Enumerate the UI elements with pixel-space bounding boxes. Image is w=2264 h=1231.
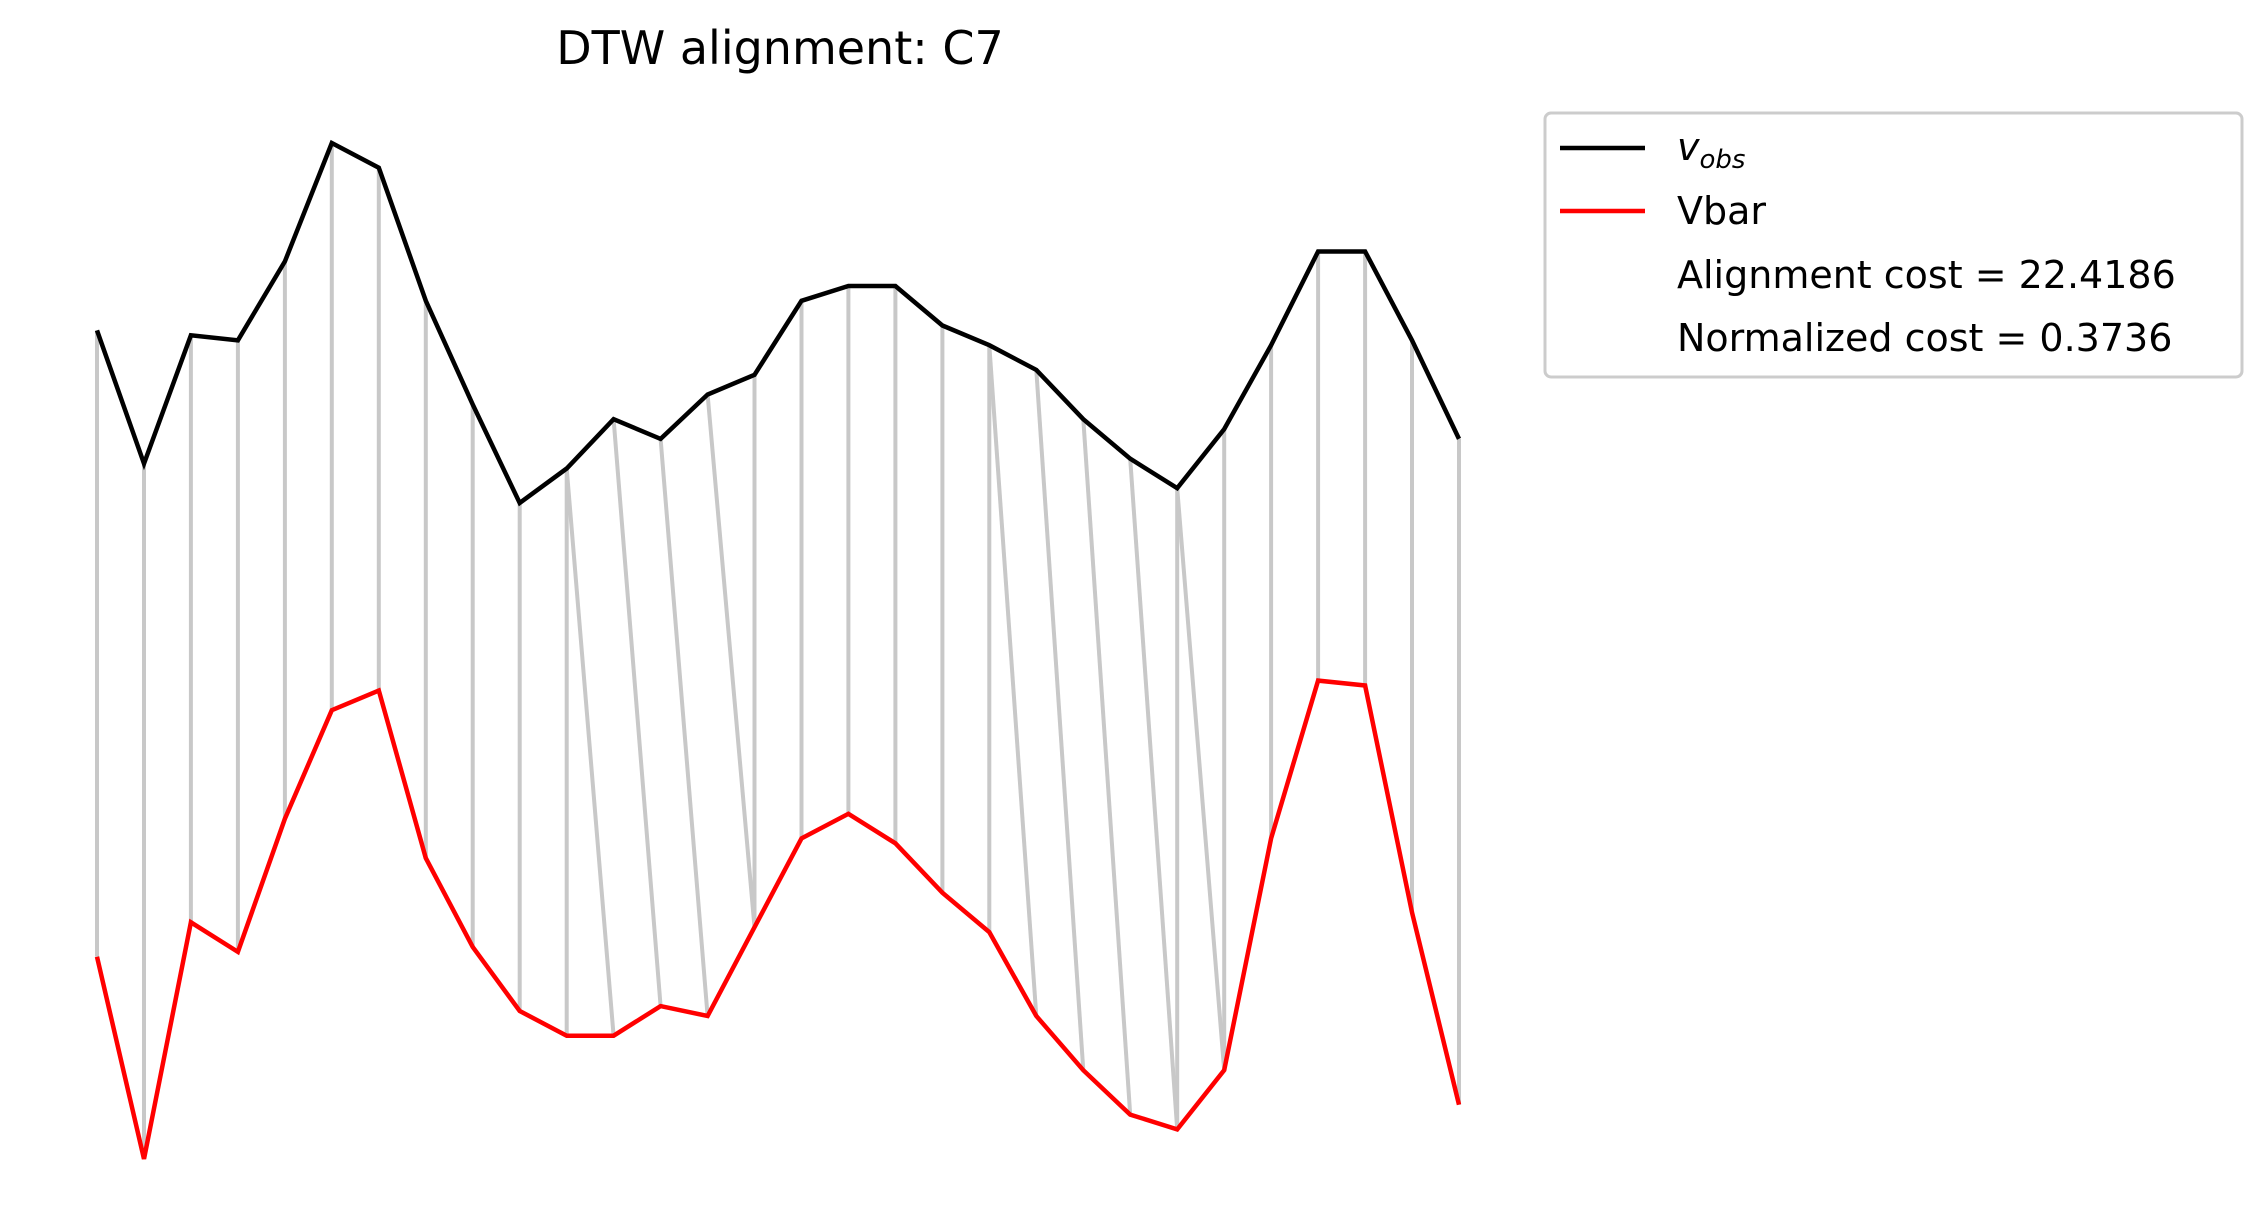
- legend-label-v-obs-sub: obs: [1700, 145, 1746, 175]
- series-line-v-obs: [94, 139, 1462, 507]
- alignment-line-13: [658, 438, 710, 1017]
- series-lines: [94, 139, 1462, 1160]
- alignment-line-14: [705, 394, 757, 928]
- alignment-line-12: [611, 419, 663, 1007]
- legend-normalized-cost: Normalized cost = 0.3736: [1677, 316, 2172, 360]
- legend-label-v-obs: vobs: [1677, 125, 1745, 175]
- legend-label-vbar: Vbar: [1677, 189, 1766, 233]
- alignment-lines: [95, 143, 1461, 1159]
- legend-frame: [1543, 111, 2244, 379]
- series-line-vbar: [94, 678, 1462, 1160]
- alignment-line-11: [564, 468, 616, 1036]
- chart-title: DTW alignment: C7: [556, 21, 1004, 75]
- legend: vobs Vbar Alignment cost = 22.4186 Norma…: [1543, 111, 2244, 379]
- alignment-line-26: [1175, 488, 1227, 1071]
- alignment-line-22: [1034, 369, 1086, 1071]
- legend-alignment-cost: Alignment cost = 22.4186: [1677, 253, 2176, 297]
- alignment-line-21: [987, 345, 1039, 1017]
- legend-label-v-obs-base: v: [1677, 125, 1700, 169]
- alignment-line-23: [1081, 419, 1133, 1115]
- alignment-line-24: [1128, 458, 1180, 1130]
